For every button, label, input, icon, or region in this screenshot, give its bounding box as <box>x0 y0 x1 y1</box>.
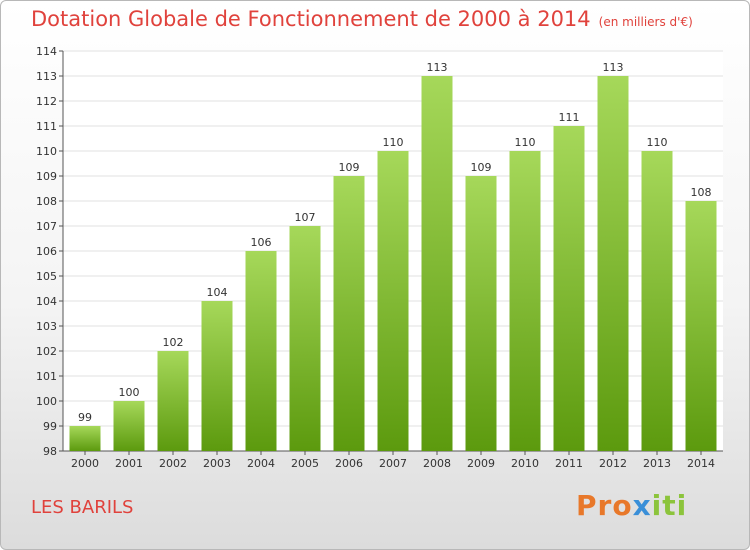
x-tick-label: 2004 <box>247 457 275 470</box>
y-tick-label: 109 <box>36 170 57 183</box>
x-tick-label: 2006 <box>335 457 363 470</box>
data-label: 109 <box>339 161 360 174</box>
data-label: 113 <box>603 61 624 74</box>
data-label: 110 <box>515 136 536 149</box>
y-tick-label: 114 <box>36 45 57 58</box>
x-tick-label: 2000 <box>71 457 99 470</box>
commune-name: LES BARILS <box>31 497 134 518</box>
bar <box>685 201 717 451</box>
y-tick-label: 104 <box>36 295 57 308</box>
bar <box>201 301 233 451</box>
bar <box>157 351 189 451</box>
y-tick-label: 111 <box>36 120 57 133</box>
proxiti-logo[interactable]: Proxiti <box>576 489 688 522</box>
bar <box>641 151 673 451</box>
x-tick-label: 2001 <box>115 457 143 470</box>
y-tick-label: 101 <box>36 370 57 383</box>
data-label: 108 <box>691 186 712 199</box>
x-tick-label: 2002 <box>159 457 187 470</box>
data-label: 111 <box>559 111 580 124</box>
y-tick-label: 110 <box>36 145 57 158</box>
x-tick-label: 2008 <box>423 457 451 470</box>
bar <box>69 426 101 451</box>
data-label: 104 <box>207 286 228 299</box>
bar <box>509 151 541 451</box>
bar <box>597 76 629 451</box>
y-tick-label: 100 <box>36 395 57 408</box>
y-tick-label: 113 <box>36 70 57 83</box>
y-tick-label: 112 <box>36 95 57 108</box>
data-label: 109 <box>471 161 492 174</box>
y-tick-label: 105 <box>36 270 57 283</box>
y-tick-label: 99 <box>43 420 57 433</box>
x-ticks: 2000 2001 2002 2003 2004 2005 2006 2007 2008 2009… <box>71 451 715 470</box>
x-tick-label: 2010 <box>511 457 539 470</box>
x-tick-label: 2007 <box>379 457 407 470</box>
y-tick-label: 106 <box>36 245 57 258</box>
y-tick-label: 103 <box>36 320 57 333</box>
x-tick-label: 2003 <box>203 457 231 470</box>
chart-title: Dotation Globale de Fonctionnement de 20… <box>31 7 693 31</box>
bar <box>245 251 277 451</box>
bars <box>69 76 717 451</box>
y-tick-label: 98 <box>43 445 57 458</box>
y-tick-label: 108 <box>36 195 57 208</box>
data-label: 106 <box>251 236 272 249</box>
value-labels: 99 100 102 104 106 107 109 110 113 109 110 111 113 11… <box>78 61 712 424</box>
data-label: 100 <box>119 386 140 399</box>
bar <box>377 151 409 451</box>
x-tick-label: 2011 <box>555 457 583 470</box>
x-tick-label: 2012 <box>599 457 627 470</box>
bar <box>421 76 453 451</box>
data-label: 99 <box>78 411 92 424</box>
data-label: 107 <box>295 211 316 224</box>
y-ticks: 98 99 100 101 102 103 104 105 106 107 108 109 110 111… <box>36 45 63 458</box>
bar <box>333 176 365 451</box>
y-tick-label: 102 <box>36 345 57 358</box>
bar <box>465 176 497 451</box>
data-label: 110 <box>647 136 668 149</box>
x-tick-label: 2013 <box>643 457 671 470</box>
y-tick-label: 107 <box>36 220 57 233</box>
data-label: 113 <box>427 61 448 74</box>
x-tick-label: 2009 <box>467 457 495 470</box>
bar <box>553 126 585 451</box>
bar <box>113 401 145 451</box>
unit-note: (en milliers d'€) <box>598 15 693 29</box>
x-tick-label: 2005 <box>291 457 319 470</box>
x-tick-label: 2014 <box>687 457 715 470</box>
data-label: 110 <box>383 136 404 149</box>
data-label: 102 <box>163 336 184 349</box>
bar <box>289 226 321 451</box>
